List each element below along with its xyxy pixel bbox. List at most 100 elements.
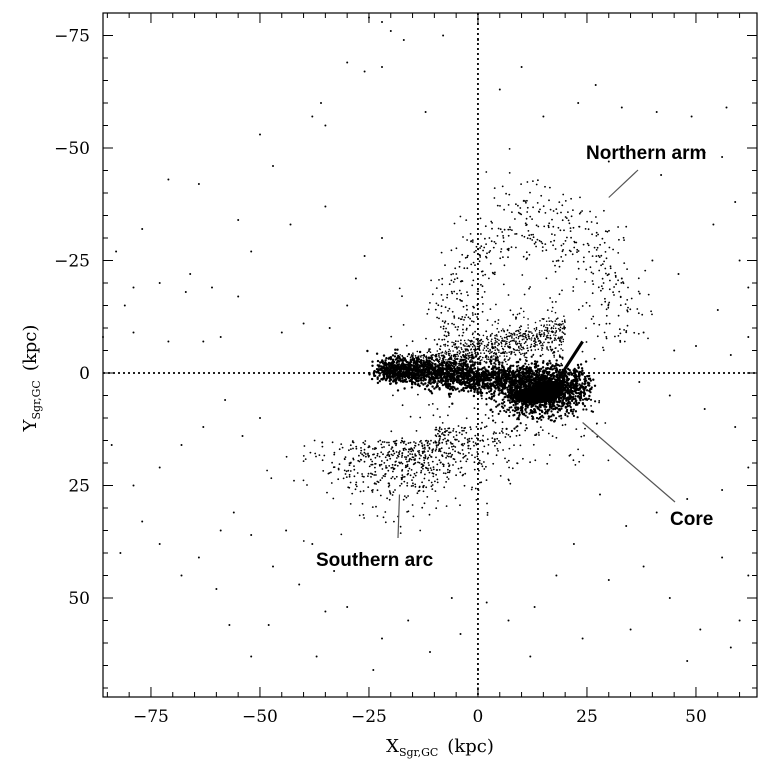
data-point [513, 413, 516, 416]
data-point [362, 481, 365, 483]
data-point [449, 392, 453, 395]
data-point [401, 354, 404, 357]
data-point [429, 348, 431, 350]
data-point [391, 476, 394, 478]
data-point [430, 355, 433, 357]
data-point [508, 343, 511, 346]
data-point [507, 204, 510, 206]
data-point [450, 367, 453, 370]
data-point [623, 340, 626, 343]
data-point [537, 375, 540, 378]
data-point [606, 230, 609, 233]
data-point [650, 310, 652, 313]
data-point [471, 353, 474, 356]
data-point [558, 344, 560, 346]
data-point [485, 243, 487, 246]
data-point [440, 251, 443, 254]
data-point [497, 331, 500, 333]
data-point [494, 340, 497, 342]
data-point [459, 460, 462, 463]
data-point [500, 341, 503, 344]
data-point [418, 450, 421, 452]
data-point [494, 381, 497, 384]
data-point [388, 498, 391, 501]
data-point [479, 379, 482, 382]
data-point [595, 249, 598, 251]
data-point [466, 291, 468, 293]
data-point [475, 249, 477, 252]
data-point [398, 367, 401, 370]
data-point [434, 363, 437, 366]
data-point [517, 204, 519, 207]
data-point [489, 250, 492, 252]
data-point [575, 369, 578, 372]
data-point [423, 459, 425, 462]
data-point [333, 466, 336, 468]
data-point [489, 262, 492, 265]
data-point [515, 203, 517, 206]
data-point [437, 500, 439, 502]
data-point [525, 340, 527, 343]
data-point [558, 368, 562, 372]
data-point [445, 456, 447, 459]
data-point [548, 222, 551, 225]
data-point [627, 306, 629, 309]
data-point [418, 486, 421, 489]
data-point [581, 305, 584, 307]
data-point [359, 458, 362, 461]
data-point [469, 317, 471, 320]
data-point [497, 361, 501, 364]
data-point [537, 379, 540, 382]
data-point [481, 296, 484, 299]
data-point [375, 474, 377, 476]
data-point [430, 358, 434, 361]
data-point [498, 432, 501, 434]
data-point [471, 239, 474, 242]
data-point [579, 363, 583, 366]
data-point [501, 337, 503, 340]
data-point [470, 364, 473, 367]
data-point [405, 448, 407, 451]
data-point [466, 239, 468, 241]
data-point [420, 439, 422, 442]
data-point [410, 450, 413, 453]
data-point [571, 253, 574, 256]
data-point [378, 380, 381, 383]
data-point [389, 357, 393, 360]
data-point [511, 337, 513, 339]
data-point [459, 215, 462, 218]
data-point [506, 363, 508, 366]
data-point [525, 224, 527, 227]
data-point [441, 360, 443, 362]
data-point [488, 396, 491, 400]
data-point [444, 306, 447, 309]
data-point [375, 352, 379, 355]
data-point [555, 417, 558, 420]
data-point [466, 254, 469, 257]
data-point [457, 355, 460, 357]
data-point [516, 334, 518, 336]
data-point [462, 377, 465, 381]
data-point [563, 229, 565, 232]
data-point [485, 171, 488, 173]
data-point [427, 367, 431, 371]
data-point [475, 353, 477, 356]
data-point [609, 265, 612, 268]
data-point [613, 294, 615, 296]
data-point [417, 379, 420, 382]
data-point [565, 399, 568, 402]
data-point [500, 250, 502, 253]
data-point [571, 412, 574, 415]
data-point [344, 473, 347, 475]
data-point [531, 375, 534, 378]
data-point [455, 273, 458, 275]
data-point [538, 333, 541, 336]
data-point [462, 453, 465, 455]
data-point [478, 340, 481, 342]
data-point [399, 462, 401, 465]
data-point [495, 303, 497, 306]
data-point [518, 340, 521, 343]
data-point [427, 350, 430, 352]
data-point [482, 274, 484, 277]
data-point [402, 498, 405, 501]
